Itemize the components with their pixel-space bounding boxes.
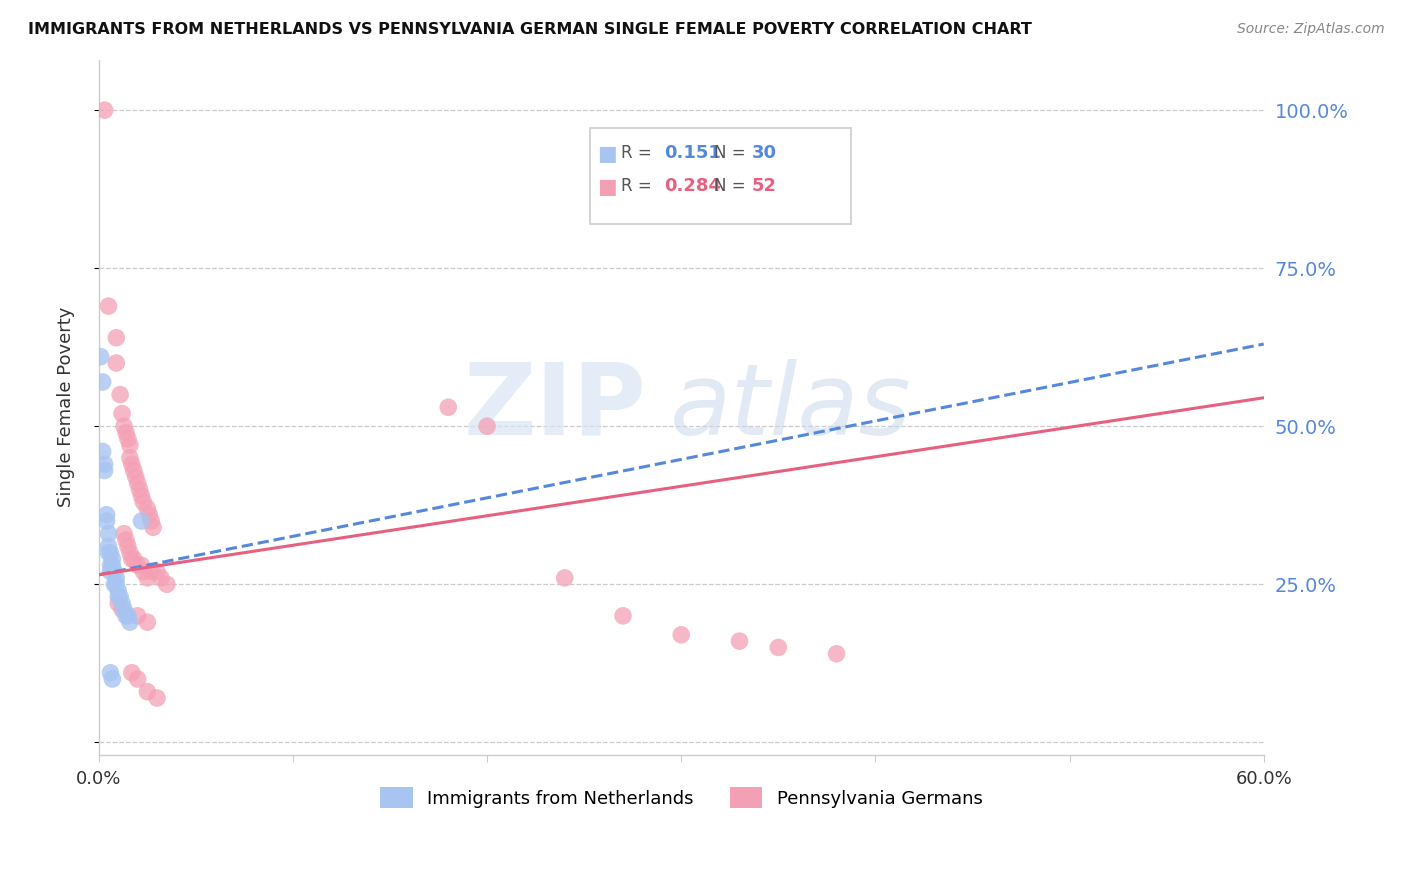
Point	[136, 571, 159, 585]
Point	[100, 558, 122, 573]
Point	[97, 546, 120, 560]
Point	[111, 596, 134, 610]
Point	[107, 583, 129, 598]
Point	[103, 565, 125, 579]
Point	[97, 299, 120, 313]
Text: ■: ■	[598, 144, 617, 164]
Point	[554, 571, 576, 585]
Text: ■: ■	[598, 177, 617, 197]
Point	[96, 508, 118, 522]
Point	[146, 691, 169, 706]
Point	[671, 628, 693, 642]
Point	[90, 350, 112, 364]
Point	[112, 526, 135, 541]
Text: R =: R =	[621, 144, 657, 161]
Point	[131, 514, 153, 528]
Point	[101, 672, 124, 686]
Point	[125, 470, 148, 484]
Point	[128, 483, 150, 497]
Point	[132, 565, 155, 579]
Text: 30: 30	[752, 144, 776, 161]
Point	[117, 539, 139, 553]
Point	[108, 387, 131, 401]
Point	[118, 438, 141, 452]
Text: N =: N =	[714, 177, 751, 194]
Point	[112, 419, 135, 434]
Text: Source: ZipAtlas.com: Source: ZipAtlas.com	[1237, 22, 1385, 37]
Point	[117, 432, 139, 446]
Point	[121, 552, 143, 566]
Text: IMMIGRANTS FROM NETHERLANDS VS PENNSYLVANIA GERMAN SINGLE FEMALE POVERTY CORRELA: IMMIGRANTS FROM NETHERLANDS VS PENNSYLVA…	[28, 22, 1032, 37]
Point	[728, 634, 751, 648]
Point	[146, 565, 169, 579]
Point	[122, 552, 145, 566]
Point	[117, 608, 139, 623]
Point	[131, 558, 153, 573]
Point	[111, 602, 134, 616]
Text: 52: 52	[752, 177, 776, 194]
Point	[105, 577, 128, 591]
Point	[103, 577, 125, 591]
Text: R =: R =	[621, 177, 657, 194]
Point	[131, 489, 153, 503]
Text: atlas: atlas	[669, 359, 911, 456]
Point	[108, 590, 131, 604]
Point	[93, 457, 115, 471]
Point	[115, 533, 138, 547]
Point	[93, 463, 115, 477]
Point	[141, 514, 163, 528]
Point	[100, 565, 122, 579]
Point	[100, 546, 122, 560]
Point	[105, 571, 128, 585]
Point	[91, 444, 114, 458]
Point	[149, 571, 172, 585]
Point	[118, 546, 141, 560]
Point	[121, 665, 143, 680]
Text: 0.284: 0.284	[665, 177, 721, 194]
Point	[115, 425, 138, 440]
Y-axis label: Single Female Poverty: Single Female Poverty	[58, 307, 75, 508]
Point	[138, 508, 160, 522]
Point	[127, 476, 149, 491]
Point	[132, 495, 155, 509]
Text: N =: N =	[714, 144, 751, 161]
Point	[156, 577, 179, 591]
Point	[127, 672, 149, 686]
Point	[142, 520, 165, 534]
Point	[107, 590, 129, 604]
Point	[101, 552, 124, 566]
Point	[115, 608, 138, 623]
Point	[118, 450, 141, 465]
Point	[768, 640, 790, 655]
Point	[122, 463, 145, 477]
Point	[107, 596, 129, 610]
Point	[141, 565, 163, 579]
Point	[127, 558, 149, 573]
Point	[97, 539, 120, 553]
Point	[100, 665, 122, 680]
Point	[105, 356, 128, 370]
Point	[91, 375, 114, 389]
Point	[475, 419, 498, 434]
Point	[825, 647, 848, 661]
Point	[121, 457, 143, 471]
Point	[101, 558, 124, 573]
Text: ZIP: ZIP	[464, 359, 647, 456]
Point	[118, 615, 141, 629]
Point	[136, 501, 159, 516]
Point	[111, 407, 134, 421]
Point	[105, 331, 128, 345]
Point	[97, 526, 120, 541]
Point	[136, 615, 159, 629]
Point	[437, 401, 460, 415]
Point	[127, 608, 149, 623]
Point	[612, 608, 634, 623]
Point	[136, 684, 159, 698]
Point	[96, 514, 118, 528]
Point	[112, 602, 135, 616]
Text: 0.151: 0.151	[665, 144, 721, 161]
Point	[93, 103, 115, 118]
Legend: Immigrants from Netherlands, Pennsylvania Germans: Immigrants from Netherlands, Pennsylvani…	[373, 780, 990, 815]
